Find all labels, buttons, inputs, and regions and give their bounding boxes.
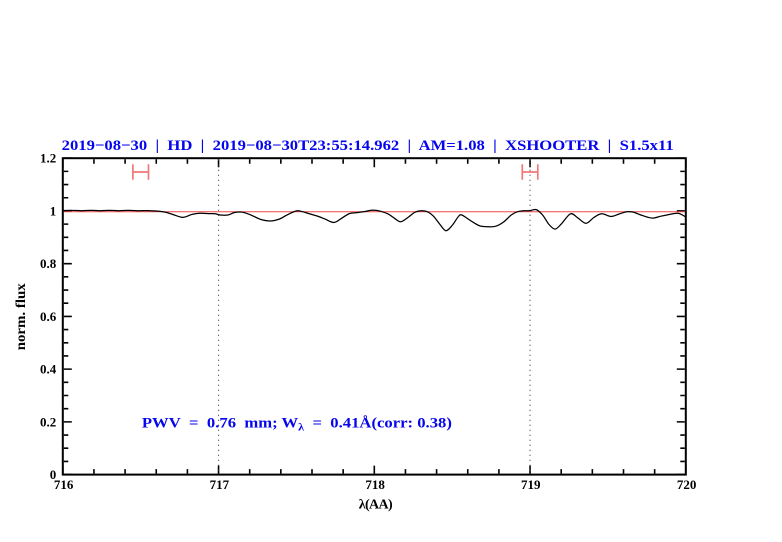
svg-text:718: 718 <box>365 477 385 492</box>
svg-text:0.4: 0.4 <box>40 362 57 377</box>
svg-text:720: 720 <box>677 477 697 492</box>
svg-text:1: 1 <box>50 203 57 218</box>
svg-text:719: 719 <box>521 477 541 492</box>
svg-text:λ(AA): λ(AA) <box>359 498 393 513</box>
svg-text:716: 716 <box>54 477 74 492</box>
svg-text:2019−08−30 | HD | 2019−08−: 2019−08−30 | HD | 2019−08−30T23:55:14.96… <box>62 138 674 154</box>
svg-text:0.8: 0.8 <box>40 256 57 271</box>
svg-text:717: 717 <box>210 477 230 492</box>
svg-text:norm. flux: norm. flux <box>14 283 29 350</box>
svg-text:0.2: 0.2 <box>40 414 56 429</box>
svg-text:1.2: 1.2 <box>40 151 56 166</box>
svg-text:PWV = 0.76 mm; Wλ = 0.41Å: PWV = 0.76 mm; Wλ = 0.41Å(corr: 0.38) <box>142 416 452 434</box>
svg-text:0: 0 <box>50 467 57 482</box>
svg-text:0.6: 0.6 <box>40 309 57 324</box>
